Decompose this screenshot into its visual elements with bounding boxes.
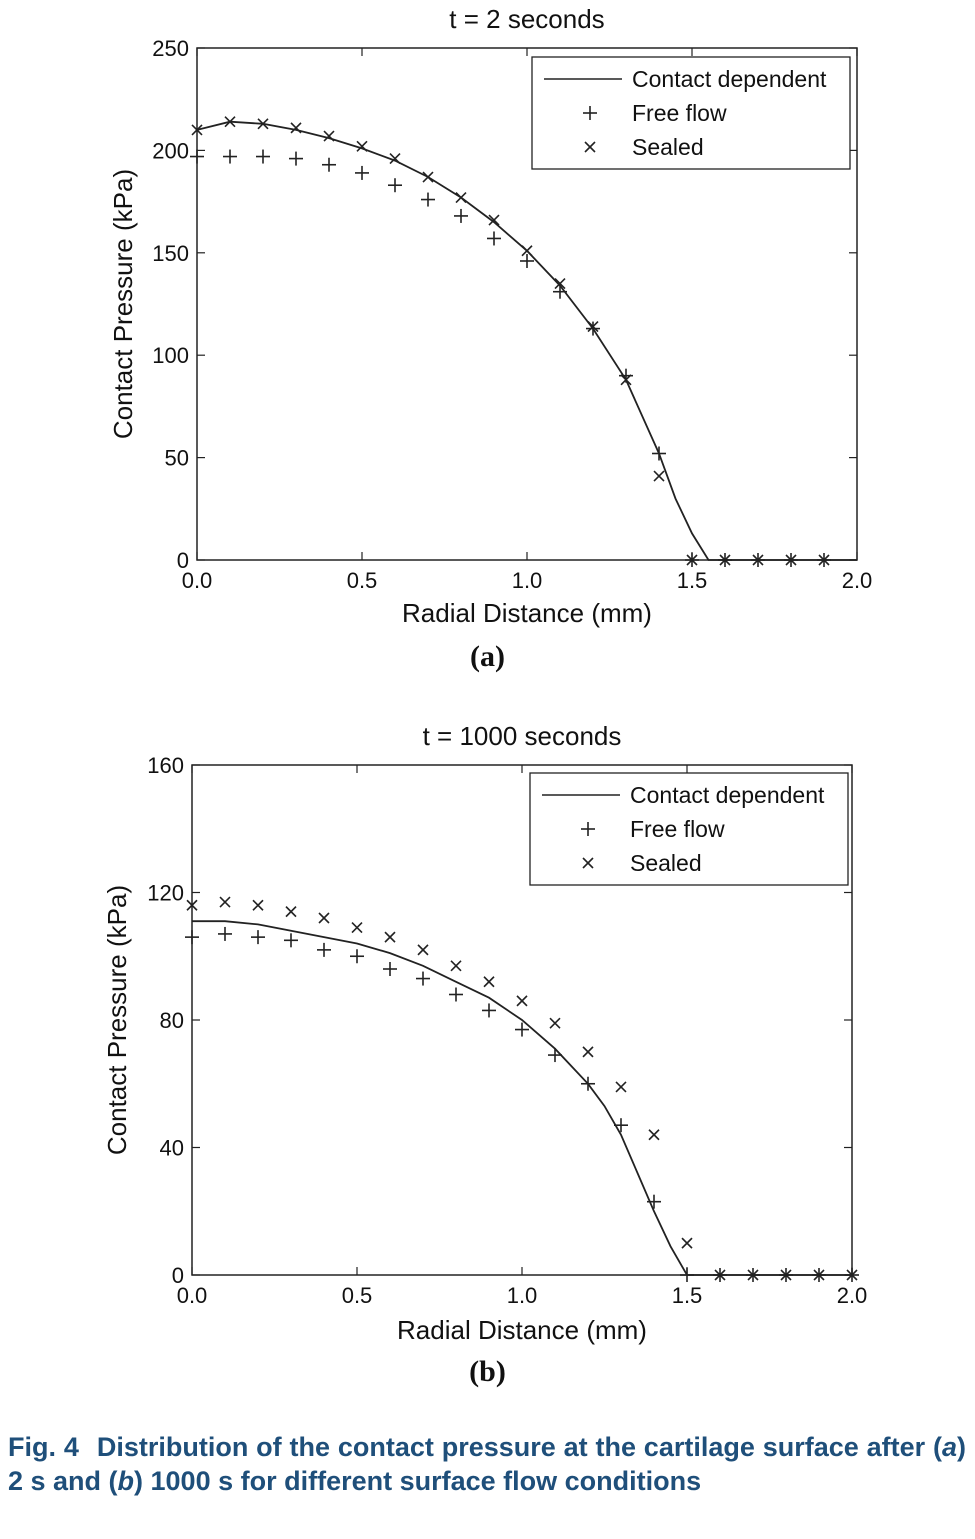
chart-b-ytick-label: 0 bbox=[172, 1263, 184, 1288]
chart-a-sealed-point-b bbox=[686, 554, 698, 566]
chart-a-sealed-point-b bbox=[752, 554, 764, 566]
chart-a-ytick-label: 100 bbox=[152, 343, 189, 368]
chart-b-sealed-point-b bbox=[252, 899, 264, 911]
chart-a-ytick-label: 250 bbox=[152, 36, 189, 61]
chart-b-svg: t = 1000 seconds 0.0 0.5 1.0 1.5 2.0 0 40 80 120 1… bbox=[102, 721, 868, 1345]
chart-b-xlabel: Radial Distance (mm) bbox=[397, 1315, 647, 1345]
chart-b-sealed-point-b bbox=[450, 960, 462, 972]
figure-caption: Fig. 4 Distribution of the contact pressu… bbox=[8, 1430, 966, 1498]
chart-b-sealed-point-b bbox=[648, 1129, 660, 1141]
chart-b-sealed-point-b bbox=[351, 921, 363, 934]
chart-b-xtick-label: 0.0 bbox=[177, 1283, 208, 1308]
chart-b-ytick-label: 40 bbox=[160, 1136, 184, 1161]
chart-b-sealed-point-b bbox=[384, 931, 396, 943]
chart-b-ylabel: Contact Pressure (kPa) bbox=[102, 885, 132, 1155]
chart-a-legend-cross-swatch-b bbox=[584, 141, 596, 153]
chart-a-xtick-label: 1.0 bbox=[512, 568, 543, 593]
chart-a-legend: Contact dependent Free flow Sealed bbox=[531, 56, 851, 170]
chart-b-legend-label: Free flow bbox=[630, 816, 725, 842]
chart-a-sealed-point-b bbox=[521, 245, 533, 257]
caption-italic-b: b bbox=[117, 1466, 135, 1496]
chart-b-sealed-point-b bbox=[747, 1269, 759, 1281]
chart-a-sealed-point-b bbox=[191, 124, 203, 136]
chart-b-ytick-label: 160 bbox=[147, 753, 184, 778]
caption-text-2: ) 2 s and ( bbox=[8, 1432, 966, 1496]
chart-b-title: t = 1000 seconds bbox=[423, 721, 622, 751]
chart-b-contact-dependent-line bbox=[192, 920, 852, 1276]
chart-b-sealed-point-b bbox=[417, 944, 429, 956]
chart-a-sealed-point-b bbox=[785, 554, 797, 566]
caption-italic-a: a bbox=[941, 1432, 957, 1462]
chart-a-ytick-label: 0 bbox=[177, 548, 189, 573]
chart-a-sealed-point-b bbox=[257, 118, 269, 130]
chart-b-xtick-label: 1.0 bbox=[507, 1283, 538, 1308]
chart-a-sealed-point-b bbox=[323, 130, 335, 142]
chart-b-ytick-label: 120 bbox=[147, 881, 184, 906]
chart-panel-b: t = 1000 seconds 0.0 0.5 1.0 1.5 2.0 0 40 80 120 1… bbox=[0, 715, 975, 1395]
chart-b-sealed-point-b bbox=[219, 896, 231, 908]
chart-panel-a: t = 2 seconds 0.0 0.5 1.0 1.5 2.0 0 50 100 150 200… bbox=[0, 0, 975, 690]
chart-b-xtick-label: 1.5 bbox=[672, 1283, 703, 1308]
chart-a-xtick-label: 2.0 bbox=[842, 568, 873, 593]
chart-a-legend-label: Contact dependent bbox=[632, 66, 827, 92]
chart-a-sealed-point-b bbox=[455, 191, 467, 204]
chart-a-sealed-point-b bbox=[719, 554, 731, 566]
chart-a-svg: t = 2 seconds 0.0 0.5 1.0 1.5 2.0 0 50 100 150 200… bbox=[108, 4, 873, 628]
chart-a-ytick-label: 150 bbox=[152, 241, 189, 266]
chart-a-sealed-point-b bbox=[422, 171, 434, 183]
chart-a-series-x bbox=[191, 116, 830, 566]
chart-a-series-+ bbox=[190, 149, 831, 567]
chart-a-xlabel: Radial Distance (mm) bbox=[402, 598, 652, 628]
chart-a-ylabel: Contact Pressure (kPa) bbox=[108, 169, 138, 439]
chart-b-sealed-point-b bbox=[846, 1269, 858, 1281]
chart-b-sealed-point-b bbox=[615, 1081, 627, 1093]
panel-label-b: (b) bbox=[469, 1355, 506, 1388]
chart-b-sealed-point-b bbox=[714, 1269, 726, 1281]
chart-b-legend-label: Sealed bbox=[630, 850, 702, 876]
chart-b-ytick-label: 80 bbox=[160, 1008, 184, 1033]
chart-b-series-x bbox=[186, 896, 858, 1281]
chart-b-sealed-point-b bbox=[780, 1269, 792, 1281]
chart-a-sealed-point-b bbox=[653, 470, 665, 482]
chart-b-sealed-point-b bbox=[549, 1017, 561, 1029]
chart-a-legend-label: Sealed bbox=[632, 134, 704, 160]
chart-b-sealed-point-b bbox=[582, 1046, 594, 1058]
chart-a-title: t = 2 seconds bbox=[449, 4, 604, 34]
chart-b-sealed-point-b bbox=[285, 906, 297, 918]
chart-a-sealed-point-b bbox=[818, 554, 830, 566]
chart-a-sealed-point-b bbox=[224, 116, 236, 128]
chart-a-sealed-point-b bbox=[488, 214, 500, 226]
chart-b-sealed-point-b bbox=[681, 1237, 693, 1249]
chart-a-xtick-label: 1.5 bbox=[677, 568, 708, 593]
chart-a-series-line bbox=[196, 120, 857, 561]
caption-text-3: ) 1000 s for different surface flow cond… bbox=[134, 1466, 702, 1496]
chart-b-legend-cross-swatch-b bbox=[582, 857, 594, 869]
chart-b-series-line bbox=[192, 920, 852, 1276]
chart-b-sealed-point-b bbox=[318, 912, 330, 924]
chart-b-series-+ bbox=[185, 926, 859, 1282]
chart-a-ytick-label: 200 bbox=[152, 138, 189, 163]
chart-a-sealed-point-b bbox=[554, 277, 566, 290]
chart-a-sealed-point-b bbox=[587, 320, 599, 333]
chart-b-xtick-label: 0.5 bbox=[342, 1283, 373, 1308]
caption-text-1: Distribution of the contact pressure at … bbox=[96, 1432, 942, 1462]
chart-a-sealed-point-b bbox=[620, 374, 632, 386]
chart-b-sealed-point-b bbox=[516, 995, 528, 1007]
panel-label-a: (a) bbox=[470, 640, 505, 673]
chart-a-legend-label: Free flow bbox=[632, 100, 727, 126]
chart-b-sealed-point-b bbox=[483, 976, 495, 988]
chart-a-ytick-label: 50 bbox=[165, 446, 189, 471]
chart-b-xtick-label: 2.0 bbox=[837, 1283, 868, 1308]
chart-b-legend: Contact dependent Free flow Sealed bbox=[529, 772, 849, 886]
chart-a-sealed-point-b bbox=[389, 153, 401, 165]
chart-a-contact-dependent-line bbox=[196, 120, 857, 561]
chart-a-xtick-label: 0.0 bbox=[182, 568, 213, 593]
chart-a-xtick-label: 0.5 bbox=[347, 568, 378, 593]
chart-b-sealed-point-b bbox=[813, 1269, 825, 1281]
chart-a-sealed-point-b bbox=[290, 122, 302, 134]
caption-fig-number: Fig. 4 bbox=[8, 1432, 79, 1462]
chart-a-sealed-point-b bbox=[356, 140, 368, 152]
chart-b-legend-label: Contact dependent bbox=[630, 782, 825, 808]
chart-b-sealed-point-b bbox=[186, 899, 198, 911]
